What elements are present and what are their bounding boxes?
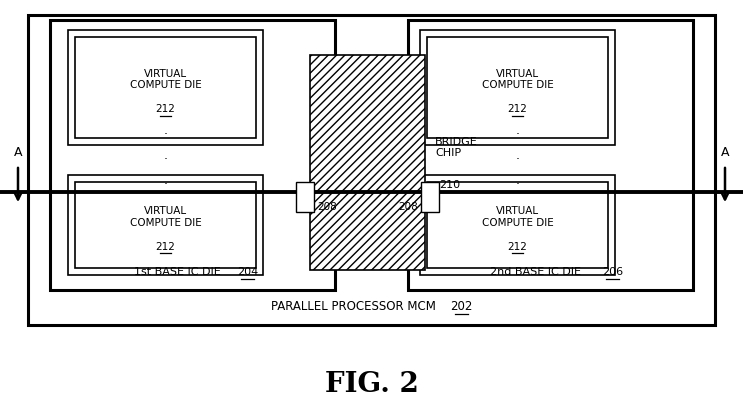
Text: 208: 208 bbox=[398, 202, 418, 212]
Bar bbox=[310, 55, 425, 270]
Text: 210: 210 bbox=[439, 179, 461, 189]
Bar bbox=[75, 37, 256, 138]
Text: VIRTUAL
COMPUTE DIE: VIRTUAL COMPUTE DIE bbox=[481, 69, 554, 90]
Text: 1st BASE IC DIE: 1st BASE IC DIE bbox=[134, 267, 221, 277]
Text: 202: 202 bbox=[450, 301, 473, 314]
Bar bbox=[68, 30, 263, 145]
Bar bbox=[50, 20, 335, 290]
Text: 212: 212 bbox=[507, 104, 528, 115]
Text: BRIDGE
CHIP: BRIDGE CHIP bbox=[435, 137, 478, 158]
Text: A: A bbox=[14, 146, 22, 160]
Bar bbox=[296, 182, 314, 212]
Text: A: A bbox=[721, 146, 729, 160]
Bar bbox=[421, 182, 439, 212]
Text: VIRTUAL
COMPUTE DIE: VIRTUAL COMPUTE DIE bbox=[481, 206, 554, 228]
Text: ·
·
·: · · · bbox=[163, 128, 167, 191]
Text: PARALLEL PROCESSOR MCM: PARALLEL PROCESSOR MCM bbox=[271, 301, 436, 314]
Bar bbox=[28, 15, 715, 325]
Text: VIRTUAL
COMPUTE DIE: VIRTUAL COMPUTE DIE bbox=[129, 69, 201, 90]
Text: 212: 212 bbox=[155, 242, 175, 252]
Bar bbox=[408, 20, 693, 290]
Text: 2nd BASE IC DIE: 2nd BASE IC DIE bbox=[490, 267, 581, 277]
Text: FIG. 2: FIG. 2 bbox=[325, 372, 418, 398]
Text: 212: 212 bbox=[507, 242, 528, 252]
Bar bbox=[420, 175, 615, 275]
Text: 206: 206 bbox=[602, 267, 623, 277]
Text: 204: 204 bbox=[237, 267, 258, 277]
Text: VIRTUAL
COMPUTE DIE: VIRTUAL COMPUTE DIE bbox=[129, 206, 201, 228]
Bar bbox=[427, 37, 608, 138]
Bar bbox=[420, 30, 615, 145]
Text: ·
·
·: · · · bbox=[516, 128, 519, 191]
Text: 208: 208 bbox=[317, 202, 337, 212]
Bar bbox=[68, 175, 263, 275]
Text: 212: 212 bbox=[155, 104, 175, 115]
Bar bbox=[75, 182, 256, 268]
Bar bbox=[427, 182, 608, 268]
